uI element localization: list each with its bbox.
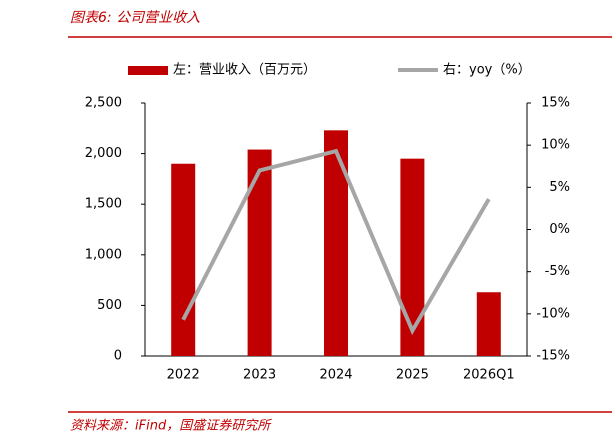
y2-tick-label: 0% bbox=[549, 222, 570, 237]
x-tick-label: 2023 bbox=[243, 368, 276, 383]
line bbox=[181, 148, 491, 336]
y2-tick-label: -10% bbox=[536, 306, 570, 321]
y-tick-label: 500 bbox=[97, 298, 122, 313]
legend-swatch bbox=[128, 66, 168, 75]
bar bbox=[324, 130, 348, 356]
y2-tick-label: 5% bbox=[549, 180, 570, 195]
y-tick-label: 1,000 bbox=[85, 247, 122, 262]
x-tick-label: 2024 bbox=[319, 368, 352, 383]
y-tick-label: 2,500 bbox=[85, 96, 122, 111]
legend-label: 左：营业收入（百万元） bbox=[173, 63, 316, 78]
legend-label: 右：yoy（%） bbox=[443, 63, 531, 78]
y2-tick-label: 10% bbox=[541, 138, 570, 153]
x-tick-label: 2022 bbox=[167, 368, 200, 383]
y-tick-label: 1,500 bbox=[85, 197, 122, 212]
y-tick-label: 0 bbox=[114, 349, 122, 364]
x-tick-label: 2026Q1 bbox=[463, 368, 515, 383]
y2-tick-label: -5% bbox=[545, 264, 570, 279]
bar bbox=[476, 292, 501, 356]
y2-tick-label: 15% bbox=[541, 96, 570, 111]
bar bbox=[400, 158, 425, 356]
bar bbox=[171, 163, 196, 356]
y-tick-label: 2,000 bbox=[85, 146, 122, 161]
bar bbox=[247, 149, 272, 356]
source-note: 资料来源：iFind，国盛证券研究所 bbox=[70, 418, 272, 434]
x-tick-label: 2025 bbox=[396, 368, 429, 383]
y2-tick-label: -15% bbox=[536, 349, 570, 364]
chart-title: 图表6: 公司营业收入 bbox=[70, 10, 200, 26]
